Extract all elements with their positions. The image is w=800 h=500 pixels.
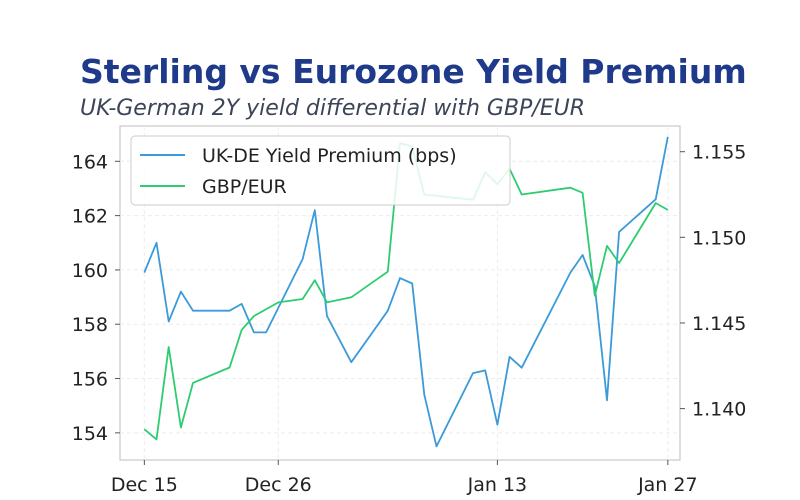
chart-subtitle: UK-German 2Y yield differential with GBP… <box>80 96 586 121</box>
y-left-tick-label: 154 <box>72 423 108 445</box>
y-left-tick-label: 158 <box>72 314 108 336</box>
y-left-tick-label: 160 <box>72 260 108 282</box>
legend-label: UK-DE Yield Premium (bps) <box>202 145 457 167</box>
series-line-yield-premium <box>143 136 669 448</box>
y-left-tick-label: 162 <box>72 206 108 228</box>
y-left-tick-label: 164 <box>72 151 108 173</box>
legend-box <box>130 135 511 206</box>
y-right-tick-label: 1.140 <box>692 399 746 421</box>
x-tick-label: Dec 26 <box>245 474 312 496</box>
x-tick-label: Jan 27 <box>637 474 698 496</box>
legend-label: GBP/EUR <box>202 176 287 198</box>
chart-title: Sterling vs Eurozone Yield Premium <box>80 52 747 91</box>
y-right-tick-label: 1.150 <box>692 227 746 249</box>
y-right-tick-label: 1.155 <box>692 142 746 164</box>
y-left-tick-label: 156 <box>72 369 108 391</box>
x-tick-label: Dec 15 <box>111 474 178 496</box>
x-tick-label: Jan 13 <box>467 474 528 496</box>
y-right-tick-label: 1.145 <box>692 313 746 335</box>
